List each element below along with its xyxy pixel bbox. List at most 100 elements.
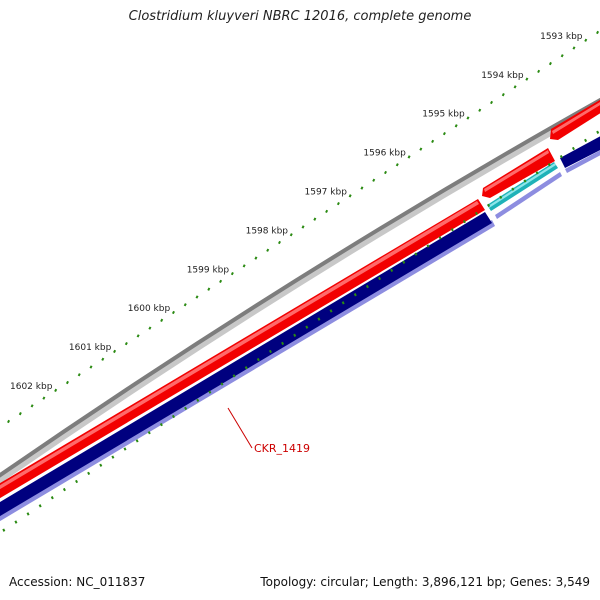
ruler-minor-tick: [242, 264, 246, 268]
ruler-minor-tick: [501, 93, 505, 97]
forward-gene[interactable]: [550, 94, 600, 140]
inner-minor-tick: [220, 382, 224, 386]
inner-minor-tick: [50, 496, 54, 500]
inner-minor-tick: [305, 325, 309, 329]
ruler-minor-tick: [572, 46, 576, 50]
ruler-minor-tick: [160, 318, 164, 322]
ruler-minor-tick: [490, 100, 494, 105]
inner-minor-tick: [414, 252, 418, 256]
ruler-label: 1596 kbp: [363, 149, 406, 159]
ruler-minor-tick: [431, 139, 435, 144]
inner-minor-tick: [390, 268, 394, 272]
ruler-minor-tick: [513, 85, 517, 89]
ruler-minor-tick: [254, 256, 258, 260]
accession-text: Accession: NC_011837: [9, 575, 146, 589]
inner-minor-tick: [378, 276, 382, 281]
inner-minor-tick: [99, 463, 103, 467]
ruler-minor-tick: [395, 163, 399, 167]
inner-minor-tick: [14, 520, 18, 524]
ruler-minor-tick: [325, 209, 329, 214]
rna-genes: [487, 162, 558, 211]
inner-minor-tick: [511, 187, 515, 191]
ruler-minor-tick: [537, 69, 541, 73]
inner-minor-tick: [438, 236, 442, 240]
inner-minor-tick: [111, 455, 115, 459]
inner-minor-tick: [426, 244, 430, 248]
rna-gene-highlight: [488, 163, 556, 208]
ruler-minor-tick: [372, 178, 376, 182]
inner-minor-tick: [26, 512, 30, 516]
forward-gene-highlight: [484, 150, 549, 192]
ruler-label: 1600 kbp: [128, 304, 171, 314]
inner-minor-tick: [547, 163, 551, 167]
ruler-minor-tick: [442, 131, 446, 136]
forward-strand-genes: [0, 94, 600, 510]
ruler-label: 1598 kbp: [246, 226, 289, 236]
inner-minor-tick: [596, 130, 600, 134]
ruler-minor-tick: [289, 233, 293, 237]
ruler-minor-tick: [183, 303, 187, 307]
inner-minor-tick: [571, 146, 575, 151]
inner-minor-tick: [62, 487, 66, 492]
ruler-minor-tick: [136, 334, 140, 338]
forward-gene[interactable]: [482, 148, 555, 198]
ruler-minor-tick: [101, 357, 105, 361]
ruler-minor-tick: [266, 248, 270, 252]
ruler-label: 1597 kbp: [305, 188, 348, 198]
inner-minor-tick: [244, 366, 248, 370]
inner-minor-tick: [365, 284, 369, 289]
inner-minor-tick: [123, 447, 127, 451]
ruler-minor-tick: [466, 116, 470, 120]
gene-label-ckr-1419[interactable]: CKR_1419: [254, 442, 310, 455]
ruler-minor-tick: [18, 412, 22, 416]
ruler-minor-tick: [195, 295, 199, 299]
reverse-strand-shadow: [0, 220, 495, 522]
inner-minor-tick: [462, 219, 466, 224]
inner-minor-tick: [87, 471, 91, 475]
forward-gene[interactable]: [0, 199, 485, 510]
inner-minor-tick: [75, 479, 79, 484]
reverse-strand-genes: [0, 131, 600, 528]
inner-minor-tick: [172, 414, 175, 419]
ruler-minor-tick: [313, 217, 317, 221]
inner-minor-tick: [184, 406, 188, 411]
inner-minor-tick: [499, 195, 503, 199]
inner-minor-tick: [329, 309, 333, 313]
genome-backbone-shadow: [0, 98, 600, 484]
inner-minor-tick: [38, 504, 42, 508]
ruler-minor-tick: [596, 30, 600, 35]
inner-minor-tick: [159, 422, 163, 427]
inner-minor-tick: [196, 398, 200, 402]
ruler-minor-tick: [525, 77, 529, 81]
ruler-label: 1599 kbp: [187, 265, 230, 275]
inner-minor-tick: [584, 138, 588, 143]
ruler-minor-tick: [171, 310, 175, 315]
ruler-minor-tick: [584, 38, 588, 42]
inner-minor-tick: [317, 317, 321, 321]
reverse-gene-shadow: [495, 172, 562, 219]
ruler-minor-tick: [230, 271, 234, 276]
ruler-minor-tick: [77, 373, 81, 377]
forward-gene-highlight: [552, 102, 600, 134]
ruler-label: 1593 kbp: [540, 32, 583, 42]
ruler-minor-tick: [478, 108, 482, 112]
ruler-minor-tick: [454, 124, 458, 128]
ruler-label: 1602 kbp: [10, 382, 53, 392]
ruler-minor-tick: [65, 380, 69, 385]
ruler-minor-tick: [277, 240, 281, 245]
reverse-gene[interactable]: [560, 131, 600, 168]
inner-minor-tick: [147, 431, 151, 435]
inner-minor-tick: [208, 390, 212, 394]
inner-minor-tick: [232, 374, 236, 378]
inner-minor-tick: [341, 301, 345, 305]
ruler-minor-tick: [89, 365, 93, 369]
inner-minor-tick: [135, 439, 139, 443]
inner-minor-tick: [523, 179, 527, 183]
ruler-labels: 1593 kbp 1594 kbp 1595 kbp 1596 kbp 1597 kbp…: [10, 32, 583, 392]
reverse-gene[interactable]: [0, 212, 492, 528]
inner-minor-tick: [256, 358, 260, 362]
inner-minor-tick: [281, 341, 285, 346]
gene-label-leader: [227, 407, 253, 449]
